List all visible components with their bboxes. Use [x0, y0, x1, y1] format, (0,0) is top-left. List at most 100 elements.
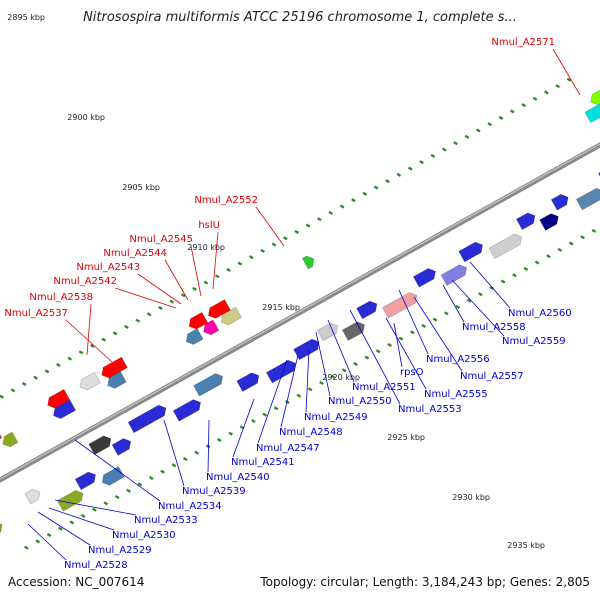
leader-line [48, 507, 115, 531]
gene-label-bottom: Nmul_A2533 [134, 515, 198, 526]
guide-dot [523, 266, 529, 271]
guide-dot [464, 134, 470, 139]
gene-feature [101, 356, 128, 379]
guide-dot [90, 343, 95, 349]
guide-dot [521, 103, 527, 108]
gene-feature [301, 255, 315, 270]
gene-label-bottom: Nmul_A2548 [279, 427, 343, 438]
gene-shape [2, 431, 19, 448]
gene-label-bottom: Nmul_A2547 [256, 443, 320, 454]
guide-dot [432, 317, 438, 322]
gene-label-bottom: Nmul_A2555 [424, 389, 488, 400]
guide-dot [396, 172, 402, 177]
gene-shape [56, 490, 84, 512]
guide-dot [364, 355, 370, 360]
guide-dot [237, 261, 243, 266]
gene-label-top: Nmul_A2571 [491, 37, 555, 48]
gene-shape [88, 435, 112, 456]
guide-dot [205, 444, 211, 449]
gene-shape [236, 372, 260, 392]
gene-label-top: Nmul_A2542 [53, 276, 117, 287]
guide-dot [317, 217, 322, 222]
leader-line [163, 419, 185, 487]
guide-dot [544, 90, 549, 95]
gene-shape [193, 373, 224, 397]
gene-label-top: hslU [198, 220, 220, 231]
gene-shape [539, 213, 559, 231]
gene-feature [111, 438, 132, 456]
gene-label-bottom: Nmul_A2541 [231, 457, 295, 468]
strand-guide-dots [0, 77, 597, 550]
guide-dot [466, 298, 472, 303]
guide-dot [55, 362, 61, 368]
gene-feature [293, 338, 320, 361]
guide-dot [430, 153, 436, 158]
leader-line [232, 398, 255, 458]
gene-feature [515, 212, 536, 231]
gene-label-bottom: Nmul_A2550 [328, 396, 392, 407]
tick-label: 2935 kbp [507, 541, 545, 550]
gene-shape [24, 488, 41, 505]
guide-dot [532, 96, 538, 101]
guide-dot [305, 223, 311, 228]
guide-dot [33, 375, 38, 380]
guide-dot [444, 311, 449, 316]
guide-dot [387, 342, 392, 347]
guide-dot [330, 374, 336, 379]
leader-line [315, 331, 331, 397]
backbone-highlight [0, 143, 600, 480]
gene-feature [207, 299, 231, 319]
gene-shape [79, 371, 101, 391]
map-title: Nitrosospira multiformis ATCC 25196 chro… [83, 10, 517, 25]
coordinate-ticks: 2895 kbp 2900 kbp 2905 kbp 2910 kbp 2915 kbp… [7, 13, 545, 550]
guide-dot [126, 488, 131, 493]
gene-shape [0, 521, 3, 541]
guide-dot [260, 248, 265, 253]
gene-feature [412, 268, 436, 288]
leader-line [37, 511, 91, 546]
gene-shape [47, 388, 71, 409]
leader-line [385, 317, 427, 390]
guide-dot [568, 241, 574, 246]
gene-label-bottom: Nmul_A2556 [426, 354, 490, 365]
guide-dot [67, 356, 73, 361]
gene-shape [316, 322, 339, 342]
gene-feature [79, 371, 101, 391]
guide-dot [44, 369, 50, 374]
gene-shape [488, 233, 522, 260]
guide-dot [319, 380, 324, 386]
gene-shape [188, 311, 209, 330]
guide-dot [101, 337, 107, 342]
gene-feature [0, 521, 3, 541]
gene-label-top: Nmul_A2545 [129, 234, 193, 245]
gene-label-bottom: Nmul_A2551 [352, 382, 416, 393]
gene-shape [101, 356, 128, 379]
gene-feature [575, 187, 600, 211]
gene-feature [107, 371, 127, 389]
guide-dot [566, 77, 572, 82]
gene-label-top: Nmul_A2552 [194, 195, 258, 206]
guide-dot [407, 166, 413, 171]
guide-dot [296, 393, 302, 398]
gene-label-bottom: Nmul_A2557 [460, 371, 524, 382]
leader-line [393, 322, 403, 368]
leader-line [255, 206, 285, 247]
leader-line [137, 273, 182, 305]
leader-line [190, 245, 202, 297]
gene-shape [515, 212, 536, 231]
backbone-line [0, 142, 600, 483]
tick-label: 2895 kbp [7, 13, 45, 22]
guide-dot [285, 399, 290, 405]
guide-dot [92, 507, 97, 512]
gene-label-top: Nmul_A2538 [29, 292, 93, 303]
label-leader-lines [27, 48, 581, 561]
tick-label: 2930 kbp [452, 493, 490, 502]
guide-dot [398, 336, 404, 341]
leader-line [54, 499, 137, 516]
leader-line [327, 319, 355, 383]
guide-dot [500, 279, 506, 284]
gene-feature [2, 431, 19, 448]
gene-label-bottom: Nmul_A2553 [398, 404, 462, 415]
